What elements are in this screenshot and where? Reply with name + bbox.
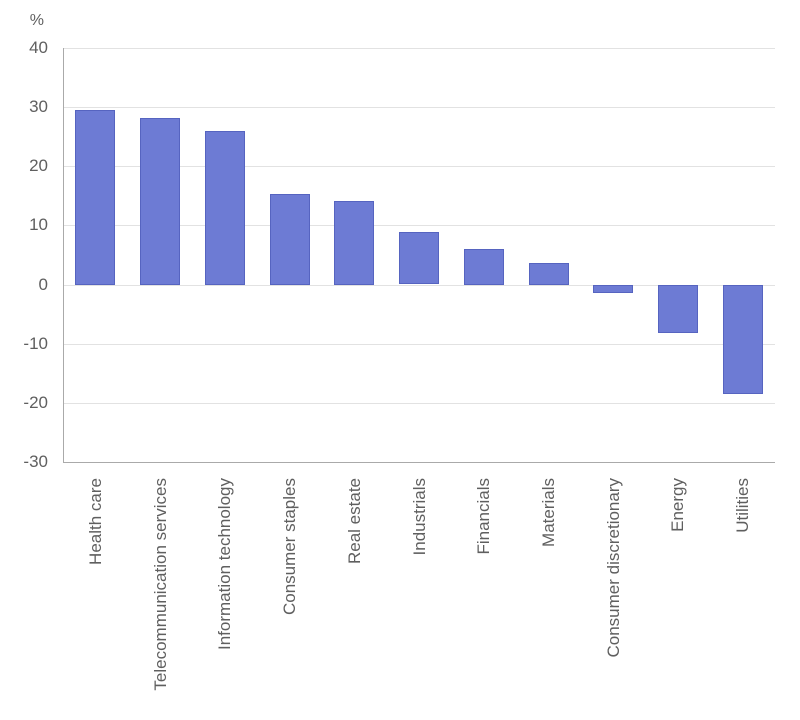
x-label-real-estate: Real estate [344, 478, 364, 564]
y-tick-label-40: 40 [29, 38, 48, 57]
y-axis-line [63, 48, 64, 463]
y-tick-label-0: 0 [38, 274, 48, 294]
gridline-30 [63, 107, 775, 109]
y-tick-label-20: 20 [29, 156, 48, 176]
gridline-0 [63, 284, 775, 286]
x-label-health-care: Health care [85, 478, 105, 565]
gridline--20 [63, 402, 775, 404]
bar-health-care[interactable] [75, 110, 116, 285]
gridline-10 [63, 225, 775, 227]
bar-telecommunication-services[interactable] [140, 117, 181, 285]
bar-energy[interactable] [657, 284, 698, 334]
bar-materials[interactable] [528, 262, 569, 285]
bar-industrials[interactable] [399, 231, 439, 285]
y-tick-label-10: 10 [29, 215, 48, 235]
bar-utilities[interactable] [722, 284, 763, 394]
bar-consumer-staples[interactable] [269, 194, 310, 285]
x-label-utilities: Utilities [733, 478, 753, 533]
y-tick-label--20: -20 [23, 392, 48, 412]
x-label-financials: Financials [474, 478, 494, 555]
y-tick-label--30: -30 [23, 452, 48, 471]
gridline-20 [63, 166, 775, 168]
x-label-materials: Materials [539, 478, 558, 547]
x-label-telecommunication-services: Telecommunication services [150, 478, 170, 691]
x-label-consumer-staples: Consumer staples [280, 478, 299, 616]
bar-information-technology[interactable] [204, 131, 245, 285]
x-label-consumer-discretionary: Consumer discretionary [603, 478, 623, 658]
x-axis-line [63, 462, 775, 463]
y-axis-unit-label: % [29, 12, 44, 29]
y-tick-label--10: -10 [23, 333, 48, 353]
bar-consumer-discretionary[interactable] [593, 284, 634, 293]
gridline--10 [63, 343, 775, 345]
gridline-40 [63, 48, 775, 49]
x-label-energy: Energy [668, 478, 688, 532]
bar-real-estate[interactable] [334, 200, 375, 285]
x-label-industrials: Industrials [409, 478, 429, 556]
x-label-information-technology: Information technology [215, 478, 235, 650]
bar-financials[interactable] [463, 249, 504, 285]
y-tick-label-30: 30 [29, 97, 48, 117]
